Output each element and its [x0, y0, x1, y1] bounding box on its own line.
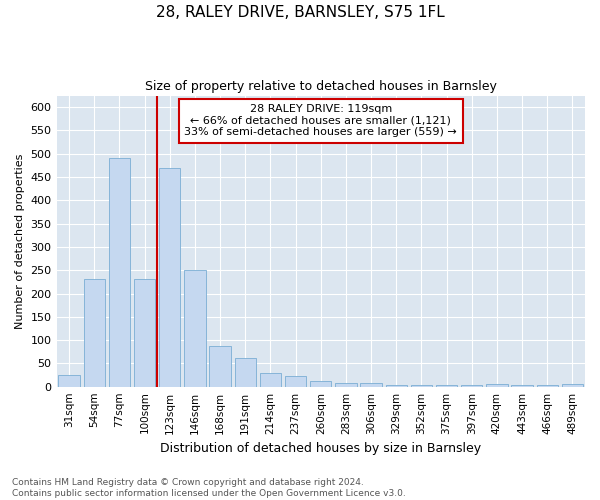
- Bar: [260, 372, 281, 386]
- Bar: [83, 278, 105, 386]
- Bar: [209, 346, 231, 387]
- Bar: [285, 376, 307, 386]
- Bar: [58, 375, 80, 386]
- Text: 28, RALEY DRIVE, BARNSLEY, S75 1FL: 28, RALEY DRIVE, BARNSLEY, S75 1FL: [155, 5, 445, 20]
- Text: Contains HM Land Registry data © Crown copyright and database right 2024.
Contai: Contains HM Land Registry data © Crown c…: [12, 478, 406, 498]
- Bar: [109, 158, 130, 386]
- Bar: [562, 384, 583, 386]
- Y-axis label: Number of detached properties: Number of detached properties: [15, 154, 25, 329]
- Title: Size of property relative to detached houses in Barnsley: Size of property relative to detached ho…: [145, 80, 497, 93]
- Bar: [486, 384, 508, 386]
- Bar: [335, 383, 356, 386]
- Text: 28 RALEY DRIVE: 119sqm
← 66% of detached houses are smaller (1,121)
33% of semi-: 28 RALEY DRIVE: 119sqm ← 66% of detached…: [184, 104, 457, 138]
- X-axis label: Distribution of detached houses by size in Barnsley: Distribution of detached houses by size …: [160, 442, 481, 455]
- Bar: [235, 358, 256, 386]
- Bar: [361, 384, 382, 386]
- Bar: [159, 168, 181, 386]
- Bar: [310, 381, 331, 386]
- Bar: [386, 385, 407, 386]
- Bar: [134, 278, 155, 386]
- Bar: [184, 270, 206, 386]
